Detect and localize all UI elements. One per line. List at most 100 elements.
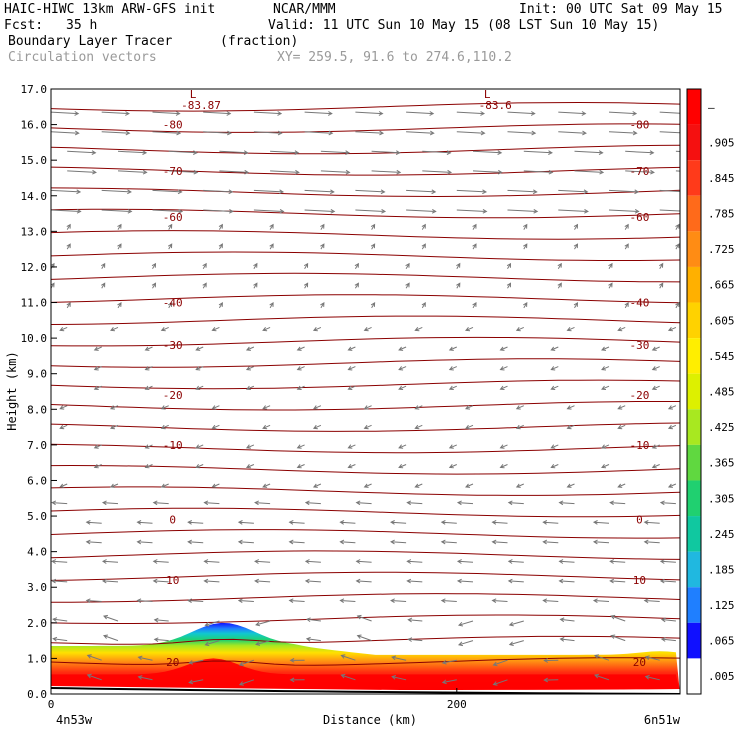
wind-vector	[441, 659, 457, 665]
wind-vector	[153, 637, 169, 643]
y-tick-label: 7.0	[27, 439, 47, 452]
wind-vector	[414, 326, 423, 332]
wind-vector	[406, 559, 423, 564]
wind-vector	[347, 464, 356, 469]
wind-vector	[390, 598, 407, 604]
wind-vector	[406, 130, 435, 136]
isotherm-label: -10	[629, 439, 649, 452]
wind-vector	[188, 679, 204, 685]
wind-vector	[152, 189, 183, 195]
wind-vector	[566, 424, 575, 430]
wind-vector	[608, 208, 640, 214]
isotherm-line	[51, 443, 680, 454]
wind-vector	[456, 189, 488, 195]
wind-vector	[101, 282, 106, 289]
wind-vector	[659, 282, 664, 289]
wind-vector	[52, 636, 68, 642]
wind-vector	[398, 366, 407, 371]
wind-vector	[269, 302, 274, 309]
wind-vector	[151, 262, 157, 269]
wind-vector	[448, 444, 457, 449]
wind-vector	[472, 150, 503, 155]
wind-vector	[624, 243, 629, 250]
wind-vector	[625, 169, 655, 175]
wind-vector	[550, 346, 559, 351]
wind-vector	[543, 658, 559, 663]
wind-vector	[340, 654, 356, 661]
wind-vector	[245, 346, 255, 351]
wind-vector	[262, 483, 271, 488]
colorbar-label: .845	[708, 172, 735, 185]
x-right-endpoint: 6n51w	[644, 713, 681, 727]
wind-vector	[617, 405, 626, 410]
wind-vector	[195, 385, 204, 390]
wind-vector	[456, 208, 488, 214]
wind-vector	[573, 223, 579, 230]
wind-vector	[472, 302, 477, 309]
y-tick-label: 16.0	[21, 119, 48, 132]
wind-vector	[320, 302, 325, 309]
wind-vector	[608, 262, 613, 269]
wind-vector	[59, 405, 68, 410]
wind-vector	[144, 444, 153, 449]
wind-vector	[407, 617, 423, 623]
colorbar-swatch	[687, 231, 701, 267]
wind-vector	[491, 520, 508, 525]
wind-vector	[558, 111, 587, 116]
wind-vector	[253, 130, 283, 136]
wind-vector	[523, 243, 528, 250]
colorbar-label: .185	[708, 563, 735, 576]
colorbar-swatch	[687, 551, 701, 588]
wind-vector	[643, 539, 660, 545]
wind-vector	[254, 578, 271, 584]
isotherm-line	[51, 315, 680, 325]
isotherm-label: -40	[163, 297, 183, 310]
wind-vector	[472, 223, 477, 230]
wind-vector	[289, 677, 305, 683]
wind-vector	[550, 464, 559, 469]
wind-vector	[601, 366, 610, 371]
wind-vector	[203, 189, 234, 195]
wind-vector	[93, 346, 102, 351]
wind-vector	[339, 520, 356, 525]
wind-vector	[405, 282, 410, 289]
contour-labels: -80 -80 -70 -70 -60 -60 -40 -40 -30 -30 -20 -20 -10 -…	[163, 88, 650, 669]
colorbar-label: .125	[708, 599, 735, 612]
wind-vector	[296, 346, 305, 351]
isotherm-label: -30	[629, 339, 649, 352]
wind-vector	[643, 598, 660, 604]
wind-vector	[574, 169, 605, 175]
wind-vector	[651, 366, 660, 371]
wind-vector	[339, 539, 356, 545]
wind-vector	[110, 483, 119, 488]
wind-vector	[608, 111, 638, 116]
isotherm-line	[51, 657, 680, 666]
wind-vector	[152, 500, 169, 506]
isotherm-label: -40	[629, 297, 649, 310]
wind-vector	[288, 520, 305, 525]
wind-vector	[659, 209, 680, 212]
wind-vector	[296, 444, 305, 449]
wind-vector	[262, 424, 271, 430]
wind-vector	[608, 130, 638, 136]
x-axis-label: Distance (km)	[323, 713, 417, 727]
isotherm-label: 10	[166, 574, 179, 587]
init-time: Init: 00 UTC Sat 09 May 15	[519, 2, 723, 17]
wind-vector	[390, 520, 407, 525]
wind-vector	[153, 617, 169, 623]
isotherm-label: -80	[629, 119, 649, 132]
wind-vector	[651, 444, 660, 449]
wind-vector	[659, 111, 680, 114]
wind-vector	[340, 673, 356, 681]
wind-vector	[651, 463, 660, 469]
wind-vector	[136, 598, 153, 604]
wind-vector	[659, 500, 676, 506]
wind-vector	[398, 346, 407, 351]
wind-vector	[59, 424, 68, 430]
isotherm-line	[51, 529, 680, 539]
wind-vector	[506, 282, 512, 289]
wind-vector	[675, 243, 680, 250]
y-tick-label: 10.0	[21, 332, 48, 345]
wind-vector	[574, 150, 604, 155]
wind-vector	[320, 169, 351, 175]
